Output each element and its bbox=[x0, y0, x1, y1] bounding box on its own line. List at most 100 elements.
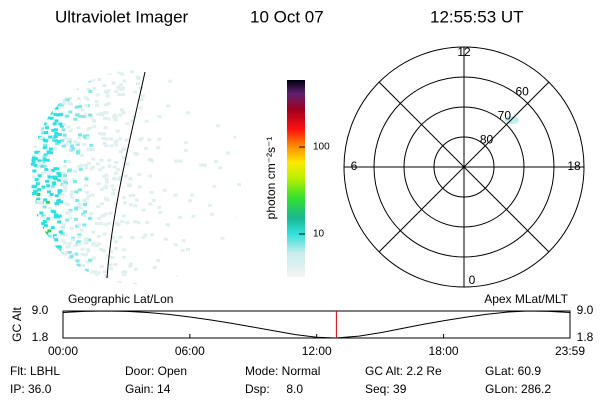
imager-pixel bbox=[66, 244, 71, 248]
imager-pixel bbox=[55, 202, 60, 205]
imager-pixel bbox=[235, 216, 240, 220]
x-tick-label: 06:00 bbox=[175, 344, 205, 358]
imager-pixel bbox=[47, 175, 52, 179]
imager-pixel bbox=[84, 166, 89, 170]
imager-pixel bbox=[67, 97, 72, 100]
imager-pixel bbox=[73, 169, 78, 173]
imager-pixel bbox=[67, 241, 72, 245]
imager-pixel bbox=[138, 106, 143, 110]
imager-pixel bbox=[213, 73, 217, 77]
imager-pixel bbox=[71, 264, 76, 268]
imager-pixel bbox=[99, 265, 104, 268]
imager-pixel bbox=[68, 208, 73, 212]
imager-pixel bbox=[113, 118, 118, 122]
imager-pixel bbox=[98, 168, 102, 172]
imager-pixel bbox=[151, 198, 156, 202]
imager-pixel bbox=[53, 135, 58, 138]
imager-pixel bbox=[42, 99, 47, 103]
imager-pixel bbox=[55, 167, 60, 171]
imager-pixel bbox=[50, 70, 55, 74]
imager-pixel bbox=[38, 122, 43, 126]
imager-pixel bbox=[131, 193, 136, 197]
imager-pixel bbox=[79, 153, 84, 157]
imager-pixel bbox=[30, 126, 35, 130]
imager-pixel bbox=[48, 147, 53, 151]
imager-pixel bbox=[121, 156, 126, 160]
imager-pixel bbox=[64, 90, 69, 94]
imager-pixel bbox=[64, 276, 69, 280]
imager-pixel bbox=[59, 112, 64, 116]
imager-pixel bbox=[134, 267, 138, 271]
imager-pixel bbox=[82, 223, 87, 227]
imager-pixel bbox=[73, 117, 78, 121]
imager-pixel bbox=[39, 234, 44, 238]
imager-pixel bbox=[120, 72, 125, 76]
imager-pixel bbox=[165, 223, 170, 227]
imager-pixel bbox=[81, 263, 86, 267]
imager-pixel bbox=[33, 145, 38, 149]
imager-pixel bbox=[128, 203, 133, 207]
imager-pixel bbox=[148, 202, 153, 206]
imager-pixel bbox=[56, 84, 61, 88]
imager-pixel bbox=[31, 156, 36, 160]
imager-pixel bbox=[64, 181, 68, 185]
lat-label: 60 bbox=[515, 84, 529, 98]
imager-pixel bbox=[62, 189, 67, 193]
imager-pixel bbox=[99, 222, 104, 226]
date: 10 Oct 07 bbox=[250, 7, 324, 26]
imager-pixel bbox=[156, 259, 161, 263]
imager-pixel bbox=[97, 78, 102, 81]
imager-pixel bbox=[62, 79, 67, 83]
imager-pixel bbox=[92, 70, 97, 74]
imager-pixel bbox=[106, 117, 111, 121]
imager-pixel bbox=[38, 245, 43, 249]
imager-pixel bbox=[38, 86, 43, 90]
x-tick-label: 00:00 bbox=[48, 344, 78, 358]
imager-pixel bbox=[109, 250, 113, 254]
imager-pixel bbox=[92, 124, 97, 128]
imager-pixel bbox=[38, 255, 42, 259]
imager-pixel bbox=[77, 202, 82, 206]
imager-pixel bbox=[37, 188, 42, 191]
imager-pixel bbox=[187, 199, 192, 203]
imager-pixel bbox=[84, 104, 89, 108]
imager-pixel bbox=[63, 177, 68, 181]
imager-pixel bbox=[44, 168, 49, 172]
imager-pixel bbox=[130, 236, 135, 239]
imager-pixel bbox=[86, 79, 91, 83]
mlt-label: 12 bbox=[457, 45, 471, 59]
imager-pixel bbox=[54, 95, 59, 99]
imager-pixel bbox=[72, 76, 77, 80]
imager-pixel bbox=[77, 188, 82, 192]
imager-pixel bbox=[67, 250, 72, 254]
imager-pixel bbox=[51, 249, 56, 253]
imager-pixel bbox=[135, 75, 140, 79]
imager-pixel bbox=[91, 157, 96, 161]
imager-pixel bbox=[82, 198, 87, 202]
imager-pixel bbox=[51, 184, 55, 188]
imager-pixel bbox=[31, 175, 36, 179]
imager-pixel bbox=[76, 97, 81, 101]
imager-pixel bbox=[39, 136, 44, 140]
imager-pixel bbox=[152, 266, 157, 270]
imager-pixel bbox=[168, 79, 173, 83]
imager-pixel bbox=[64, 263, 69, 267]
imager-pixel bbox=[50, 86, 55, 90]
imager-pixel bbox=[87, 216, 92, 220]
imager-pixel bbox=[125, 122, 130, 126]
imager-pixel bbox=[183, 149, 188, 152]
imager-pixel bbox=[31, 276, 36, 280]
imager-pixel bbox=[109, 137, 114, 141]
imager-pixel bbox=[48, 70, 53, 74]
imager-pixel bbox=[40, 273, 45, 277]
y-tick-label-right: 1.8 bbox=[577, 330, 594, 344]
imager-pixel bbox=[77, 242, 82, 246]
imager-pixel bbox=[75, 274, 80, 278]
imager-pixel bbox=[66, 160, 70, 164]
imager-pixel bbox=[117, 93, 122, 97]
imager-pixel bbox=[65, 85, 70, 89]
imager-pixel bbox=[60, 278, 65, 282]
imager-pixel bbox=[75, 73, 80, 77]
imager-pixel bbox=[75, 259, 80, 263]
imager-pixel bbox=[30, 265, 35, 269]
